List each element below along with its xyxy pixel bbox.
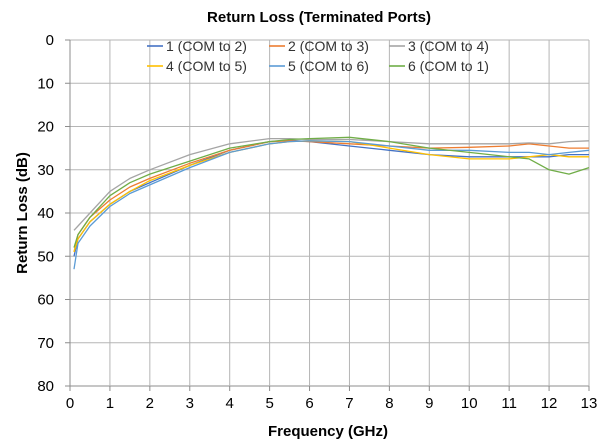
x-tick-label: 7	[345, 395, 353, 412]
legend-label-6: 6 (COM to 1)	[408, 58, 489, 74]
chart-title: Return Loss (Terminated Ports)	[207, 9, 431, 26]
x-tick-label: 4	[226, 395, 234, 412]
grid	[65, 39, 590, 391]
x-tick-label: 5	[265, 395, 273, 412]
x-tick-label: 0	[66, 395, 74, 412]
y-tick-label: 20	[37, 119, 54, 136]
y-tick-label: 10	[37, 75, 54, 92]
series-line-6	[73, 136, 590, 248]
x-tick-label: 8	[385, 395, 393, 412]
y-tick-label: 50	[37, 248, 54, 265]
x-tick-label: 9	[425, 395, 433, 412]
x-tick-label: 6	[305, 395, 313, 412]
y-tick-label: 30	[37, 162, 54, 179]
legend-label-5: 5 (COM to 6)	[288, 58, 369, 74]
y-tick-label: 40	[37, 205, 54, 222]
x-axis-label: Frequency (GHz)	[268, 423, 388, 440]
legend-label-1: 1 (COM to 2)	[166, 38, 247, 54]
y-axis-label: Return Loss (dB)	[14, 152, 31, 274]
x-tick-label: 10	[461, 395, 478, 412]
y-tick-label: 70	[37, 335, 54, 352]
x-tick-label: 11	[501, 395, 517, 412]
series-lines	[73, 136, 590, 270]
x-tick-label: 2	[146, 395, 154, 412]
series-line-5	[73, 140, 590, 270]
y-tick-label: 60	[37, 292, 54, 309]
legend-label-3: 3 (COM to 4)	[408, 38, 489, 54]
x-tick-label: 3	[186, 395, 194, 412]
x-tick-label: 13	[581, 395, 598, 412]
y-tick-label: 0	[46, 32, 54, 49]
x-tick-label: 1	[106, 395, 114, 412]
y-tick-label: 80	[37, 378, 54, 395]
x-tick-label: 12	[541, 395, 558, 412]
legend-label-4: 4 (COM to 5)	[166, 58, 247, 74]
legend: 1 (COM to 2) 2 (COM to 3) 3 (COM to 4) 4 (C…	[147, 38, 489, 74]
legend-label-2: 2 (COM to 3)	[288, 38, 369, 54]
